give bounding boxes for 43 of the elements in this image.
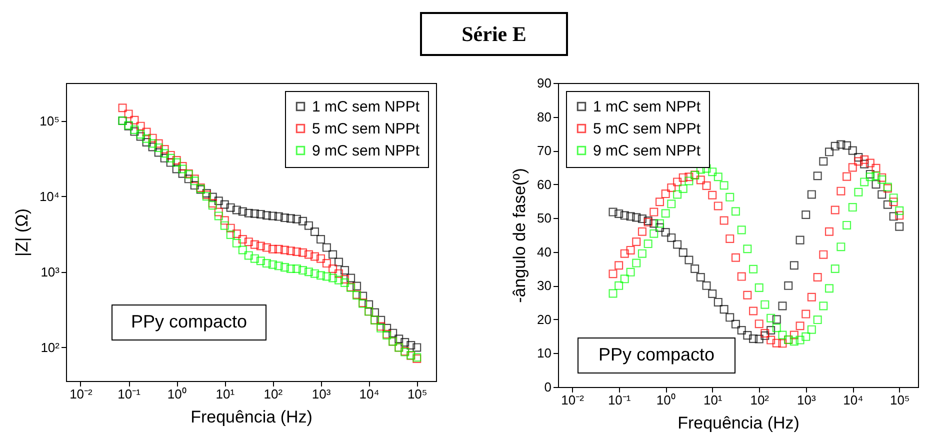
y-tick-label: 10⁵ [40,113,60,128]
legend-label: 5 mC sem NPPt [312,120,420,138]
y-axis-title: -ângulo de fase(º) [510,168,530,303]
y-tick-label: 40 [537,244,552,260]
y-tick-label: 10 [537,346,552,361]
legend-label: 9 mC sem NPPt [312,142,420,160]
y-tick-label: 90 [537,76,552,90]
x-tick-label: 10¹ [216,386,236,402]
x-axis-title: Frequência (Hz) [190,408,312,426]
legend-label: 5 mC sem NPPt [593,120,702,138]
x-tick-label: 10¹ [703,392,723,408]
y-tick-label: 60 [537,176,552,192]
y-tick-label: 10³ [40,264,60,280]
y-tick-label: 80 [537,109,552,124]
x-tick-label: 10³ [312,386,332,402]
x-tick-label: 10⁰ [656,392,676,408]
y-tick-label: 30 [537,278,552,294]
legend-label: 9 mC sem NPPt [593,142,702,160]
x-tick-label: 10⁵ [407,386,428,402]
y-tick-label: 10⁴ [39,188,60,204]
x-tick-label: 10² [750,392,770,408]
y-tick-label: 70 [537,143,552,158]
y-tick-label: 50 [537,210,552,226]
y-tick-label: 10² [40,340,60,355]
x-tick-label: 10⁰ [167,386,187,402]
x-tick-label: 10⁻¹ [118,386,142,402]
x-tick-label: 10³ [796,392,816,408]
y-axis-title: |Z| (Ω) [12,208,32,256]
y-tick-label: 20 [537,312,552,327]
x-tick-label: 10⁻¹ [608,392,632,408]
annotation: PPy compacto [130,312,248,332]
legend-label: 1 mC sem NPPt [312,98,420,116]
legend-label: 1 mC sem NPPt [593,98,702,116]
annotation: PPy compacto [598,344,715,364]
x-tick-label: 10⁴ [359,386,380,402]
x-tick-label: 10² [264,386,284,402]
x-axis-title: Frequência (Hz) [678,414,800,432]
y-tick-label: 0 [544,380,552,394]
x-tick-label: 10⁴ [843,392,864,408]
x-tick-label: 10⁻² [70,386,94,402]
chart-title: Série E [420,12,568,56]
x-tick-label: 10⁵ [890,392,910,408]
x-tick-label: 10⁻² [561,392,585,408]
